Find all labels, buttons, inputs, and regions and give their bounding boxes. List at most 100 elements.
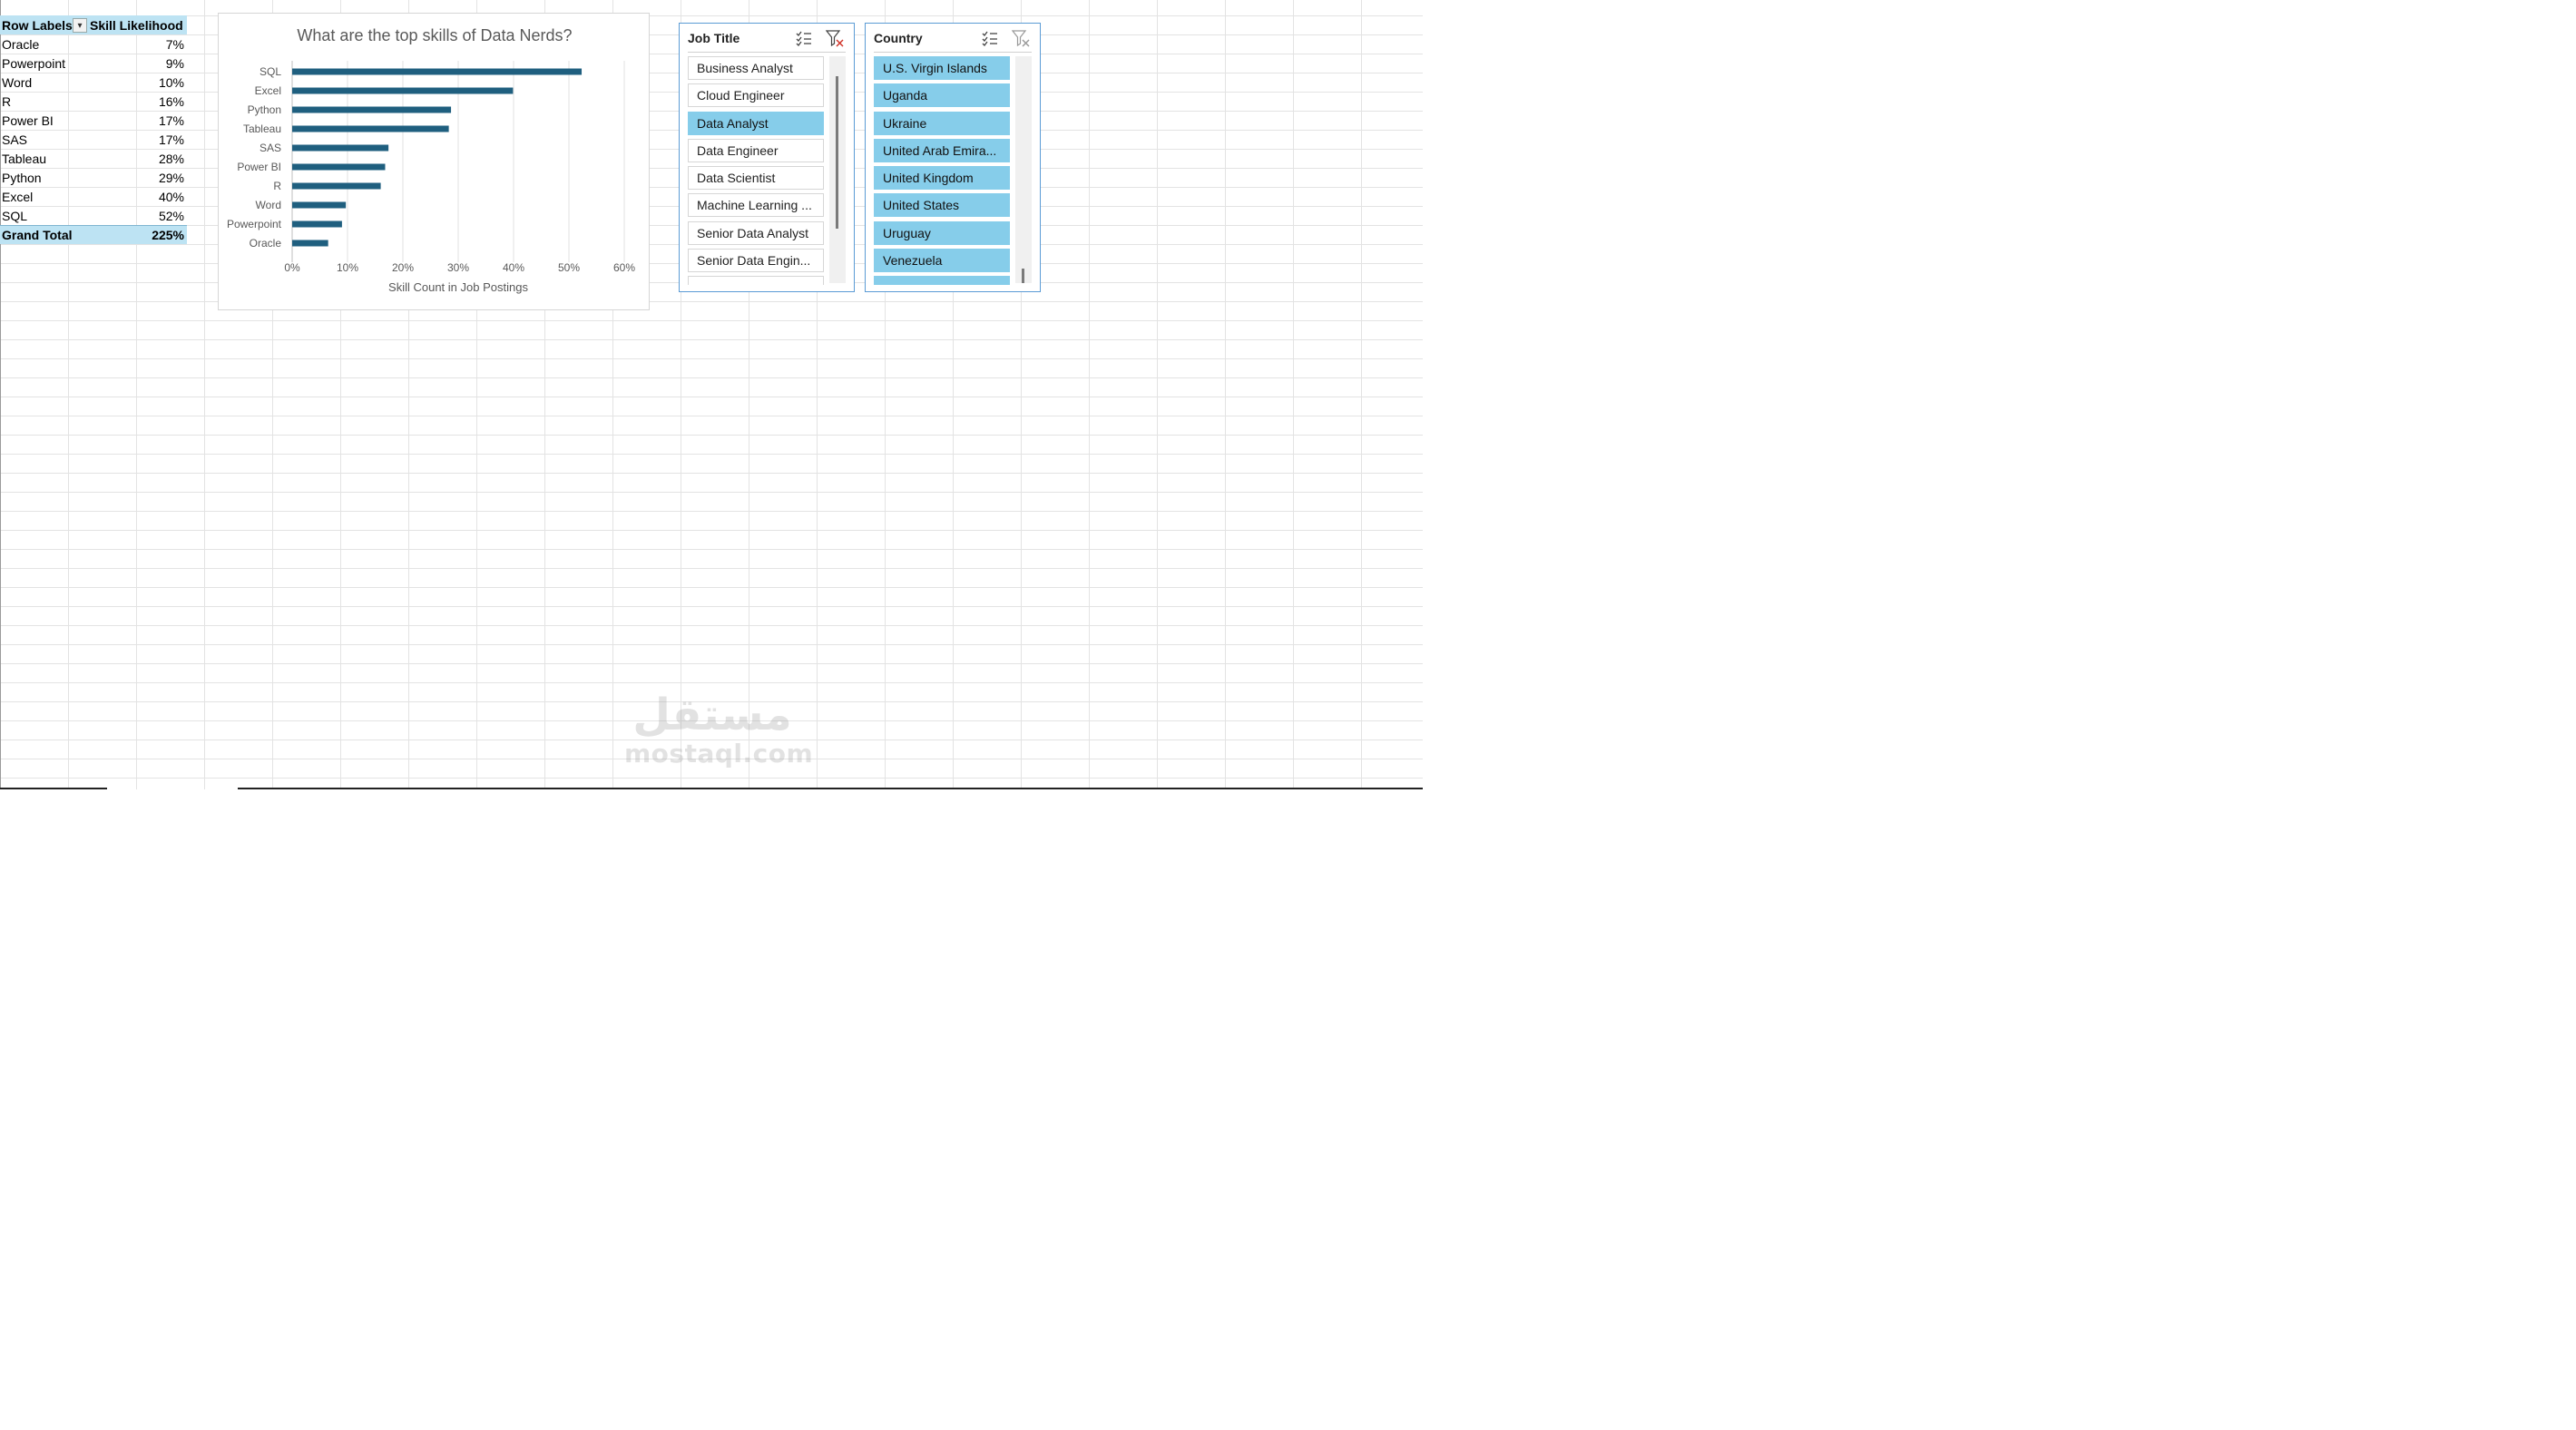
watermark-arabic-text: مستقل — [632, 690, 792, 740]
pivot-row[interactable]: Word 10% — [0, 73, 187, 92]
bar[interactable] — [292, 125, 449, 132]
slicer-item[interactable]: United Kingdom — [874, 166, 1010, 191]
slicer-item[interactable]: Data Engineer — [688, 138, 824, 162]
pivot-row-label: Tableau — [2, 151, 47, 166]
pivot-row-label: Python — [2, 170, 42, 185]
slicer-item[interactable]: Uganda — [874, 83, 1010, 108]
pivot-header-row: Row Labels ▾ Skill Likelihood — [0, 15, 187, 34]
pivot-row[interactable]: SAS 17% — [0, 130, 187, 149]
y-category-label: Oracle — [250, 237, 282, 250]
y-category-label: Excel — [255, 84, 281, 97]
slicer-item[interactable]: Senior Data Engin... — [688, 249, 824, 273]
pivot-row-label: SAS — [2, 132, 28, 147]
pivot-row-value: 52% — [158, 208, 184, 223]
pivot-row-value: 17% — [158, 132, 184, 147]
skill-likelihood-header: Skill Likelihood — [90, 17, 183, 33]
job-title-slicer-header: Job Title — [688, 24, 846, 53]
x-tick-label: 20% — [392, 261, 414, 274]
slicer-item[interactable]: Uruguay — [874, 220, 1010, 245]
country-slicer[interactable]: Country U.S. Virgin Islands Uganda Ukraine… — [865, 23, 1041, 292]
bar[interactable] — [292, 87, 514, 94]
chart-canvas: What are the top skills of Data Nerds? S… — [227, 26, 635, 294]
slicer-item[interactable]: Data Analyst — [688, 111, 824, 135]
mostaql-watermark: مستقل mostaql.com — [624, 690, 814, 769]
pivot-table: Row Labels ▾ Skill Likelihood Oracle 7% Po… — [0, 15, 187, 244]
y-category-label: SQL — [260, 65, 281, 78]
pivot-row-value: 17% — [158, 113, 184, 128]
pivot-row[interactable]: Oracle 7% — [0, 34, 187, 54]
bar[interactable] — [292, 163, 386, 171]
pivot-row-value: 10% — [158, 74, 184, 90]
pivot-row[interactable]: Excel 40% — [0, 187, 187, 206]
multi-select-icon[interactable] — [795, 29, 813, 47]
slicer-item[interactable] — [688, 276, 824, 285]
pivot-row-label: R — [2, 93, 12, 109]
pivot-row-value: 40% — [158, 189, 184, 204]
y-category-label: Powerpoint — [227, 218, 282, 230]
job-title-slicer-title: Job Title — [688, 31, 740, 45]
slicer-item[interactable]: Venezuela — [874, 249, 1010, 273]
bar[interactable] — [292, 106, 452, 113]
grand-total-value: 225% — [152, 228, 184, 242]
pivot-row[interactable]: Python 29% — [0, 168, 187, 187]
x-tick-label: 10% — [337, 261, 358, 274]
watermark-latin-text: mostaql.com — [624, 739, 814, 769]
pivot-row-label: Oracle — [2, 36, 40, 52]
x-tick-label: 30% — [447, 261, 469, 274]
bar[interactable] — [292, 220, 342, 228]
pivot-row[interactable]: Power BI 17% — [0, 111, 187, 130]
pivot-row-label: Powerpoint — [2, 55, 66, 71]
skills-bar-chart[interactable]: What are the top skills of Data Nerds? S… — [218, 13, 650, 310]
bar[interactable] — [292, 68, 583, 75]
country-slicer-title: Country — [874, 31, 923, 45]
job-title-slicer-items: Business Analyst Cloud Engineer Data Analy… — [688, 56, 824, 285]
clear-filter-icon[interactable] — [1012, 29, 1030, 47]
pivot-row[interactable]: Tableau 28% — [0, 149, 187, 168]
pivot-row-value: 16% — [158, 93, 184, 109]
pivot-row-value: 29% — [158, 170, 184, 185]
bar[interactable] — [292, 144, 389, 152]
slicer-item[interactable]: Business Analyst — [688, 56, 824, 80]
bar[interactable] — [292, 182, 381, 190]
y-category-label: Word — [256, 199, 281, 211]
slicer-item[interactable]: Senior Data Analyst — [688, 220, 824, 245]
y-category-label: R — [273, 180, 281, 192]
multi-select-icon[interactable] — [981, 29, 999, 47]
pivot-row[interactable]: Powerpoint 9% — [0, 54, 187, 73]
sheet-left-edge — [0, 0, 1, 789]
grand-total-row[interactable]: Grand Total 225% — [0, 225, 187, 244]
sheet-tab-strip-edge — [0, 788, 1423, 789]
job-title-scroll-thumb[interactable] — [836, 76, 838, 229]
pivot-row-label: Word — [2, 74, 33, 90]
slicer-item[interactable]: United States — [874, 193, 1010, 218]
slicer-item[interactable]: United Arab Emira... — [874, 138, 1010, 162]
x-tick-label: 60% — [613, 261, 635, 274]
x-tick-label: 0% — [284, 261, 300, 274]
slicer-item[interactable]: Data Scientist — [688, 166, 824, 191]
country-slicer-header: Country — [874, 24, 1032, 53]
pivot-row[interactable]: SQL 52% — [0, 206, 187, 225]
job-title-slicer[interactable]: Job Title Business Analyst Cloud Engineer… — [679, 23, 855, 292]
slicer-item[interactable]: Machine Learning ... — [688, 193, 824, 218]
slicer-item[interactable] — [874, 276, 1010, 285]
y-category-label: Python — [248, 103, 281, 116]
bar[interactable] — [292, 240, 328, 247]
pivot-row[interactable]: R 16% — [0, 92, 187, 111]
slicer-item[interactable]: Cloud Engineer — [688, 83, 824, 108]
job-title-scrollbar[interactable] — [829, 56, 846, 283]
y-category-label: Tableau — [243, 122, 281, 135]
slicer-item[interactable]: Ukraine — [874, 111, 1010, 135]
country-scroll-thumb[interactable] — [1022, 269, 1024, 283]
row-labels-header: Row Labels — [2, 17, 73, 33]
x-axis-title: Skill Count in Job Postings — [388, 280, 528, 294]
grand-total-label: Grand Total — [2, 228, 73, 242]
country-scrollbar[interactable] — [1015, 56, 1032, 283]
pivot-row-value: 9% — [165, 55, 184, 71]
row-labels-filter-button[interactable]: ▾ — [73, 17, 87, 33]
pivot-row-value: 7% — [165, 36, 184, 52]
country-slicer-items: U.S. Virgin Islands Uganda Ukraine United A… — [874, 56, 1010, 285]
bar[interactable] — [292, 201, 347, 209]
y-category-label: Power BI — [237, 161, 281, 173]
clear-filter-icon[interactable] — [826, 29, 844, 47]
slicer-item[interactable]: U.S. Virgin Islands — [874, 56, 1010, 80]
